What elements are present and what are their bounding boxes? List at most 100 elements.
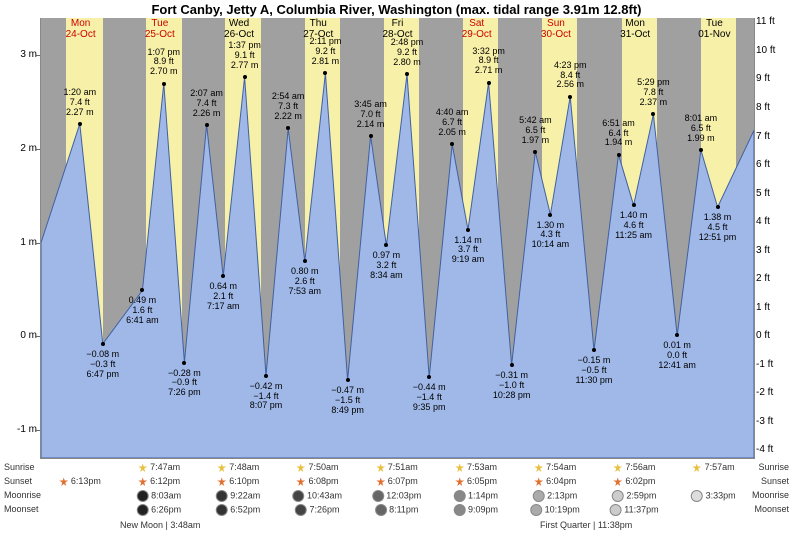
sun-moon-time: 2:59pm (612, 490, 657, 502)
tide-point (405, 72, 409, 76)
sun-moon-time: 7:56am (613, 462, 656, 473)
y-tick-right: 10 ft (756, 45, 791, 56)
sun-moon-time: 6:05pm (454, 476, 497, 487)
sun-moon-time: 6:07pm (375, 476, 418, 487)
tide-label: 0.01 m0.0 ft12:41 am (658, 341, 696, 371)
tide-point (568, 95, 572, 99)
y-tick-right: 8 ft (756, 102, 791, 113)
sun-moon-time: 7:54am (534, 462, 577, 473)
sun-moon-time: 8:03am (137, 490, 182, 502)
plot-area: Mon24-OctTue25-OctWed26-OctThu27-OctFri2… (40, 18, 755, 459)
sun-moon-time: 10:43am (293, 490, 343, 502)
tide-label: −0.47 m−1.5 ft8:49 pm (331, 386, 364, 416)
sun-moon-time: 6:52pm (216, 504, 261, 516)
y-tick-right: 3 ft (756, 245, 791, 256)
tide-point (303, 259, 307, 263)
tide-point (140, 288, 144, 292)
y-tick-left: -1 m (2, 424, 37, 435)
sun-moon-time: 7:50am (296, 462, 339, 473)
tide-point (651, 112, 655, 116)
tide-point (632, 203, 636, 207)
moonset-label-left: Moonset (4, 504, 39, 514)
sun-moon-time: 1:14pm (453, 490, 498, 502)
tide-point (205, 123, 209, 127)
tide-label: 1:20 am7.4 ft2.27 m (64, 88, 97, 118)
sun-moon-time: 9:09pm (453, 504, 498, 516)
moonrise-label-right: Moonrise (752, 490, 789, 500)
tide-point (323, 71, 327, 75)
tide-point (264, 374, 268, 378)
sun-moon-time: 10:19pm (530, 504, 580, 516)
sun-moon-time: 6:26pm (137, 504, 182, 516)
y-tick-right: 5 ft (756, 188, 791, 199)
tide-point (617, 153, 621, 157)
tide-label: 5:42 am6.5 ft1.97 m (519, 116, 552, 146)
tide-label: −0.15 m−0.5 ft11:30 pm (576, 356, 613, 386)
tide-point (346, 378, 350, 382)
y-tick-right: 2 ft (756, 273, 791, 284)
tide-point (101, 342, 105, 346)
y-tick-left: 1 m (2, 237, 37, 248)
y-tick-right: 9 ft (756, 73, 791, 84)
moonset-label-right: Moonset (754, 504, 789, 514)
sun-moon-time: 6:10pm (217, 476, 260, 487)
date-label: Mon24-Oct (41, 18, 120, 40)
y-tick-right: 7 ft (756, 131, 791, 142)
y-tick-left: 2 m (2, 143, 37, 154)
tide-point (466, 228, 470, 232)
y-tick-right: 4 ft (756, 216, 791, 227)
tide-label: 5:29 pm7.8 ft2.37 m (637, 78, 670, 108)
tide-chart: Fort Canby, Jetty A, Columbia River, Was… (0, 0, 793, 539)
sun-moon-time: 7:48am (217, 462, 260, 473)
sunrise-label-right: Sunrise (758, 462, 789, 472)
sun-moon-time: 7:26pm (295, 504, 340, 516)
tide-label: 0.80 m2.6 ft7:53 am (289, 267, 322, 297)
date-label: Mon31-Oct (596, 18, 675, 40)
y-tick-right: 1 ft (756, 302, 791, 313)
tide-label: 2:48 pm9.2 ft2.80 m (391, 38, 424, 68)
y-tick-right: 11 ft (756, 16, 791, 27)
sun-moon-time: 2:13pm (533, 490, 578, 502)
tide-point (369, 134, 373, 138)
tide-point (384, 243, 388, 247)
tide-point (675, 333, 679, 337)
sun-moon-time: 8:11pm (375, 504, 419, 516)
tide-point (243, 75, 247, 79)
sun-moon-time: 9:22am (216, 490, 261, 502)
y-tick-left: 0 m (2, 330, 37, 341)
date-label: Sat29-Oct (437, 18, 516, 40)
tide-label: 0.64 m2.1 ft7:17 am (207, 282, 240, 312)
tide-label: 2:07 am7.4 ft2.26 m (190, 89, 223, 119)
sunrise-label-left: Sunrise (4, 462, 35, 472)
sun-moon-time: 6:12pm (138, 476, 181, 487)
tide-label: 6:51 am6.4 ft1.94 m (602, 119, 635, 149)
first-quarter-note: First Quarter | 11:38pm (540, 520, 632, 530)
date-label: Tue25-Oct (120, 18, 199, 40)
y-tick-right: 0 ft (756, 330, 791, 341)
tide-point (699, 148, 703, 152)
date-label: Tue01-Nov (675, 18, 754, 40)
date-label: Sun30-Oct (516, 18, 595, 40)
tide-label: 2:54 am7.3 ft2.22 m (272, 92, 305, 122)
tide-label: 0.49 m1.6 ft6:41 am (126, 296, 159, 326)
sun-moon-time: 6:08pm (296, 476, 339, 487)
sun-moon-time: 6:13pm (58, 476, 101, 487)
new-moon-note: New Moon | 3:48am (120, 520, 200, 530)
tide-point (510, 363, 514, 367)
y-tick-right: -2 ft (756, 387, 791, 398)
tide-label: 3:32 pm8.9 ft2.71 m (472, 47, 505, 77)
sun-moon-time: 7:47am (138, 462, 181, 473)
moonrise-label-left: Moonrise (4, 490, 41, 500)
tide-point (548, 213, 552, 217)
tide-point (427, 375, 431, 379)
tide-point (162, 82, 166, 86)
tide-point (533, 150, 537, 154)
tide-point (182, 361, 186, 365)
y-tick-right: -4 ft (756, 444, 791, 455)
y-tick-right: -1 ft (756, 359, 791, 370)
tide-point (487, 81, 491, 85)
tide-point (450, 142, 454, 146)
tide-label: 1.40 m4.6 ft11:25 am (615, 211, 652, 241)
tide-label: 0.97 m3.2 ft8:34 am (370, 251, 403, 281)
date-label: Wed26-Oct (199, 18, 278, 40)
